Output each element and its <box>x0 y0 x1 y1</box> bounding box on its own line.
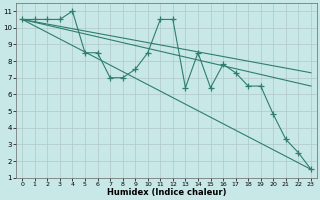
X-axis label: Humidex (Indice chaleur): Humidex (Indice chaleur) <box>107 188 226 197</box>
